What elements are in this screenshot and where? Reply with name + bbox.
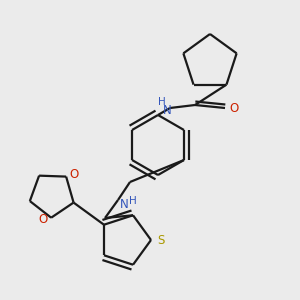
Text: H: H xyxy=(158,97,166,107)
Text: O: O xyxy=(38,213,48,226)
Text: N: N xyxy=(120,197,128,211)
Text: H: H xyxy=(129,196,137,206)
Text: S: S xyxy=(157,235,165,248)
Text: O: O xyxy=(70,168,79,181)
Text: N: N xyxy=(163,103,171,116)
Text: O: O xyxy=(230,101,238,115)
